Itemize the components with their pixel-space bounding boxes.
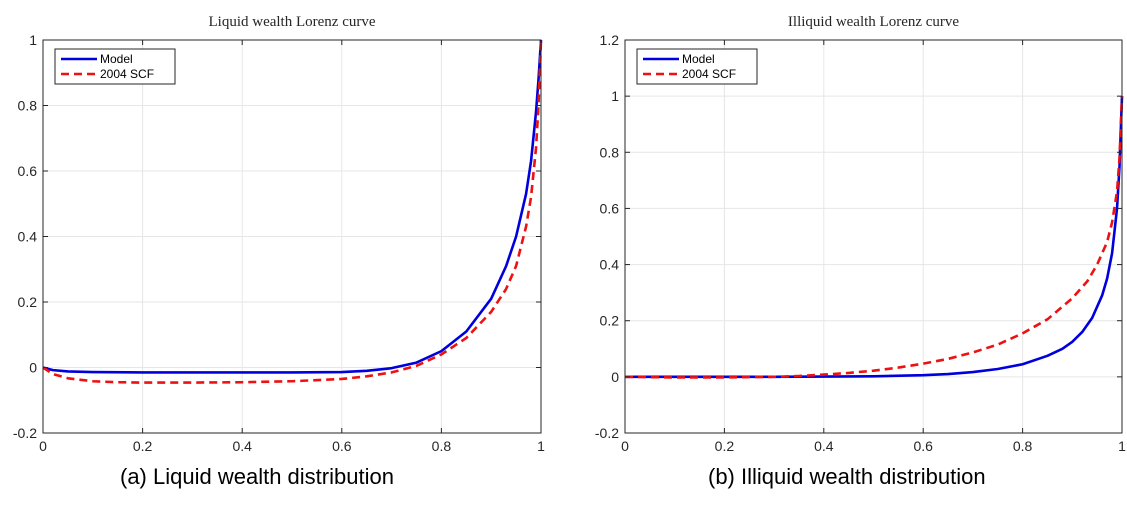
x-tick-label: 0.8 [432,438,452,454]
y-tick-label: 0.8 [600,144,620,160]
axes-box [624,39,1123,434]
y-tick-label: 0.4 [18,229,38,245]
y-tick-label: 0.2 [18,294,38,310]
x-tick-label: 0.2 [133,438,153,454]
legend-box [636,48,758,85]
x-tick-label: 0 [621,438,629,454]
y-tick-label: -0.2 [595,425,619,441]
legend-label: Model [682,52,715,66]
y-tick-label: 1.2 [600,32,620,48]
plot-area [625,40,1122,433]
x-tick-label: 1 [1118,438,1126,454]
series-line-2004-scf [42,39,543,384]
chart-title: Liquid wealth Lorenz curve [208,14,375,30]
x-tick-label: 0.6 [332,438,352,454]
legend-label: 2004 SCF [682,67,736,81]
y-tick-label: 0.6 [18,163,38,179]
x-tick-label: 0.4 [232,438,252,454]
y-tick-label: 1 [29,32,37,48]
y-tick-label: 0.2 [600,313,620,329]
y-tick-label: -0.2 [13,425,37,441]
chart-title: Illiquid wealth Lorenz curve [788,14,960,30]
x-tick-label: 0.6 [913,438,933,454]
caption-a: (a) Liquid wealth distribution [120,464,394,489]
legend-box [54,48,176,85]
y-tick-label: 0 [29,360,37,376]
y-tick-label: 0.8 [18,98,38,114]
x-tick-label: 0.8 [1013,438,1033,454]
series-line-2004-scf [624,96,1124,379]
legend-label: Model [100,52,133,66]
y-tick-label: 1 [611,88,619,104]
legend-label: 2004 SCF [100,67,154,81]
x-tick-label: 1 [537,438,545,454]
series-line-model [42,39,543,374]
x-tick-label: 0.4 [814,438,834,454]
caption-b: (b) Illiquid wealth distribution [708,464,986,489]
x-tick-label: 0.2 [715,438,735,454]
y-tick-label: 0.4 [600,257,620,273]
y-tick-label: 0.6 [600,200,620,216]
x-tick-label: 0 [39,438,47,454]
chart-1: 0 0.2 0.4 0.6 0.8 1-0.200.20.40.60.811.2Illiq… [595,14,1126,454]
y-tick-label: 0 [611,369,619,385]
